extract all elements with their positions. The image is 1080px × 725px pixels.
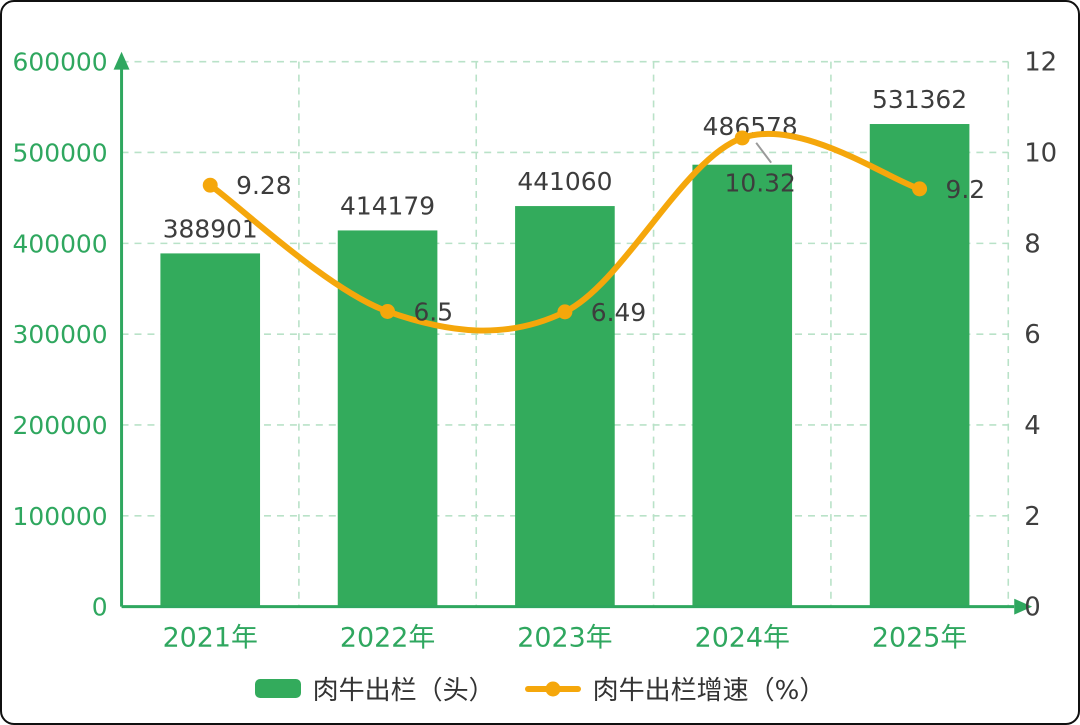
line-value-label: 10.32 [725, 169, 796, 198]
left-tick-label: 600000 [13, 48, 108, 77]
left-tick-label: 300000 [13, 320, 108, 349]
category-label: 2024年 [695, 622, 790, 653]
right-tick-label: 10 [1024, 138, 1057, 168]
line-legend-swatch-icon [524, 681, 581, 696]
left-tick-label: 200000 [13, 411, 108, 440]
category-label: 2021年 [163, 622, 258, 653]
chart-legend: 肉牛出栏（头） 肉牛出栏增速（%） [2, 670, 1078, 707]
line-value-label: 6.49 [591, 298, 646, 327]
bar-value-label: 414179 [340, 192, 435, 221]
right-tick-label: 0 [1024, 593, 1040, 623]
bar-2022年 [337, 230, 438, 606]
gridlines [121, 60, 1010, 607]
line-legend-label: 肉牛出栏增速（%） [592, 676, 826, 706]
left-tick-label: 500000 [13, 138, 108, 167]
line-value-labels: 9.28 6.5 6.49 10.32 9.2 [236, 169, 985, 327]
right-tick-label: 8 [1024, 229, 1040, 259]
label-leader-line [755, 142, 772, 164]
right-tick-label: 4 [1024, 411, 1040, 441]
line-marker-2023年 [557, 304, 573, 320]
line-value-label: 6.5 [413, 297, 453, 326]
right-axis-ticks: 0 2 4 6 8 10 12 [1024, 48, 1057, 623]
y-axis-arrow-icon [113, 51, 130, 70]
line-series [202, 130, 928, 334]
bar-value-label: 388901 [163, 215, 258, 244]
line-value-label: 9.28 [236, 171, 291, 200]
bar-legend-label: 肉牛出栏（头） [312, 676, 495, 706]
right-tick-label: 6 [1024, 320, 1040, 350]
bar-value-label: 531362 [872, 85, 967, 114]
line-marker-2024年 [734, 130, 750, 146]
bar-2025年 [869, 124, 970, 606]
left-tick-label: 100000 [13, 502, 108, 531]
bar-2024年 [692, 164, 793, 606]
line-marker-2022年 [380, 304, 396, 319]
category-label: 2023年 [517, 622, 612, 653]
line-marker-2025年 [912, 181, 928, 197]
left-axis-ticks: 0 100000 200000 300000 400000 500000 600000 [13, 48, 108, 622]
left-tick-label: 0 [92, 593, 108, 622]
line-value-label: 9.2 [945, 175, 985, 204]
bar-value-label: 441060 [517, 167, 612, 196]
legend-item-line: 肉牛出栏增速（%） [524, 670, 826, 707]
bar-2021年 [160, 253, 261, 606]
line-marker-2021年 [202, 177, 218, 193]
axes [113, 51, 1033, 615]
right-tick-label: 12 [1024, 48, 1057, 78]
x-axis-arrow-icon [1014, 598, 1033, 615]
bar-2023年 [515, 206, 615, 606]
category-label: 2025年 [872, 622, 967, 653]
left-tick-label: 400000 [13, 229, 108, 258]
bar-legend-swatch-icon [254, 679, 301, 698]
category-labels: 2021年 2022年 2023年 2024年 2025年 [163, 622, 968, 653]
right-tick-label: 2 [1024, 502, 1040, 532]
line-legend-dot-icon [545, 681, 561, 696]
bar-series [160, 124, 970, 606]
category-label: 2022年 [340, 622, 435, 653]
legend-item-bar: 肉牛出栏（头） [254, 670, 495, 707]
